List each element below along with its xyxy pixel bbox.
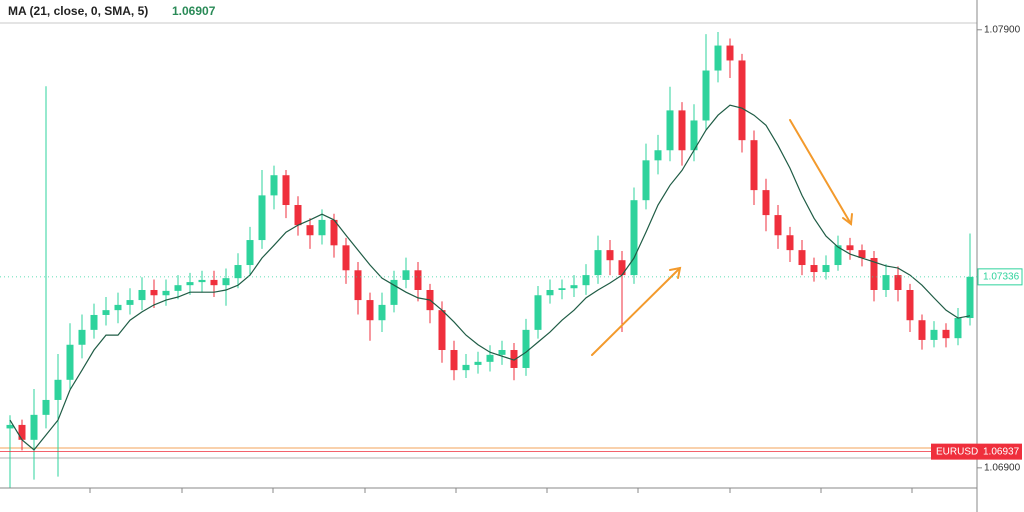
candle-body (822, 265, 830, 273)
y-tick-label: 1.06900 (984, 462, 1021, 473)
candle-body (414, 270, 422, 290)
candle-body (654, 150, 662, 161)
candle-body (690, 120, 698, 151)
candle-body (114, 304, 122, 311)
candle-body (342, 245, 350, 271)
candle-body (150, 289, 158, 296)
candle-body (126, 300, 134, 305)
candle-body (498, 350, 506, 355)
candle-body (210, 279, 218, 286)
candle-body (282, 175, 290, 206)
candle-body (174, 285, 182, 291)
candle-body (858, 250, 866, 259)
candle-body (954, 318, 962, 339)
candle-body (834, 245, 842, 266)
candle-body (474, 361, 482, 365)
last-price-box (977, 268, 1023, 286)
candle-body (786, 235, 794, 251)
x-axis-ticks (89, 488, 913, 493)
candle-body (66, 344, 74, 380)
indicator-label: MA (21, close, 0, SMA, 5) (8, 4, 148, 18)
indicator-value: 1.06907 (172, 4, 216, 18)
candle-body (258, 195, 266, 241)
candle-body (198, 279, 206, 283)
candle-body (90, 314, 98, 330)
candle-body (558, 288, 566, 290)
candle-body (6, 424, 14, 429)
candle-body (894, 275, 902, 290)
candle-body (294, 205, 302, 226)
candle-body (702, 70, 710, 121)
symbol-price-box (931, 443, 1022, 460)
candle-body (798, 250, 806, 266)
candle-body (306, 225, 314, 236)
candle-body (486, 354, 494, 362)
candle-body (378, 304, 386, 321)
candle-body (102, 310, 110, 315)
candle-body (18, 424, 26, 440)
candle-body (510, 350, 518, 368)
candle-body (534, 295, 542, 330)
candle-body (570, 285, 578, 289)
candle-body (774, 215, 782, 236)
candle-body (582, 275, 590, 286)
candle-body (234, 265, 242, 279)
candle-body (750, 140, 758, 191)
candle-body (246, 240, 254, 266)
candle-body (618, 260, 626, 276)
candle-body (930, 329, 938, 340)
trend-arrows (591, 119, 853, 356)
candle-body (270, 175, 278, 196)
candle-body (330, 219, 338, 246)
candle-body (906, 289, 914, 321)
moving-average (9, 104, 971, 451)
candle-body (942, 329, 950, 339)
candle-body (810, 265, 818, 273)
candle-body (138, 289, 146, 301)
y-tick-label: 1.07900 (984, 24, 1021, 35)
candle-body (666, 110, 674, 151)
candle-body (186, 282, 194, 286)
candle-body (630, 200, 638, 276)
candle-body (162, 290, 170, 296)
candle-body (546, 289, 554, 296)
candle-body (462, 364, 470, 371)
symbol-price-label: 1.06937 (983, 446, 1020, 457)
candle-body (438, 310, 446, 351)
plot (6, 31, 974, 488)
candle-body (918, 320, 926, 340)
candle-body (318, 219, 326, 236)
candle-body (402, 270, 410, 280)
candle-body (390, 279, 398, 305)
candle-body (354, 270, 362, 301)
candle-body (366, 300, 374, 321)
candle-body (54, 379, 62, 400)
candle-body (30, 414, 38, 440)
candle-body (606, 250, 614, 261)
candle-body (882, 275, 890, 290)
candle-body (642, 160, 650, 201)
candle-body (522, 329, 530, 368)
candle-body (726, 45, 734, 61)
candle-body (42, 399, 50, 415)
candle-body (450, 350, 458, 371)
candle-body (870, 258, 878, 290)
symbol-name: EURUSD (936, 446, 978, 457)
candle-body (678, 110, 686, 151)
candle-body (714, 45, 722, 71)
candle-body (222, 278, 230, 286)
candle-body (78, 329, 86, 345)
candle-body (738, 60, 746, 141)
candle-body (762, 190, 770, 216)
candle-body (966, 276, 974, 319)
candle-body (846, 245, 854, 251)
candle-body (594, 250, 602, 276)
last-price-label: 1.07336 (983, 271, 1020, 282)
